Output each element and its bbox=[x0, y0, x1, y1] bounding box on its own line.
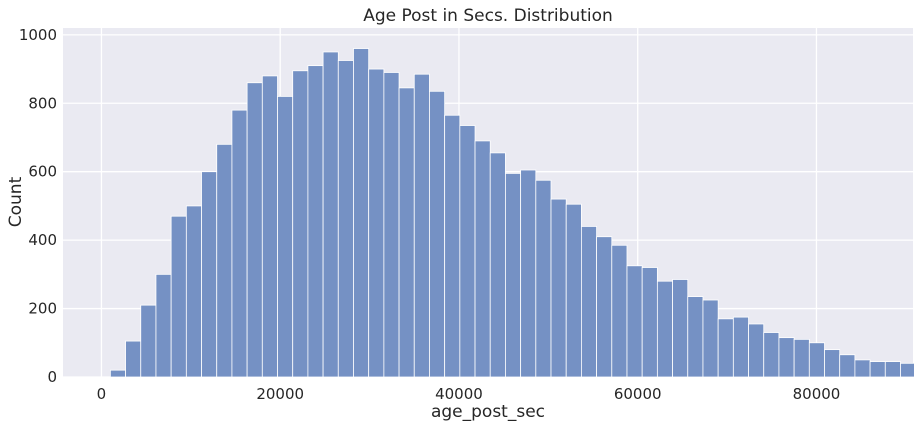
y-tick-label: 0 bbox=[47, 368, 57, 386]
histogram-bar bbox=[793, 338, 810, 378]
histogram-bar bbox=[246, 82, 263, 378]
histogram-bar bbox=[201, 171, 218, 378]
histogram-bar bbox=[641, 267, 658, 378]
histogram-bar bbox=[732, 316, 749, 378]
y-axis-label: Count bbox=[6, 176, 26, 227]
histogram-bar bbox=[778, 337, 795, 378]
histogram-bar bbox=[596, 236, 613, 378]
histogram-bar bbox=[626, 265, 643, 378]
histogram-bar bbox=[550, 198, 567, 378]
histogram-bar bbox=[125, 340, 142, 378]
x-tick-label: 60000 bbox=[614, 385, 662, 403]
histogram-bar bbox=[413, 73, 430, 378]
histogram-bar bbox=[854, 359, 871, 378]
histogram-bar bbox=[520, 169, 537, 378]
histogram-bar bbox=[109, 369, 126, 378]
histogram-bar bbox=[505, 173, 522, 378]
histogram-bar bbox=[383, 72, 400, 378]
x-axis-label: age_post_sec bbox=[431, 402, 545, 422]
histogram-bar bbox=[748, 323, 765, 378]
histogram-bar bbox=[839, 354, 856, 378]
histogram-bar bbox=[277, 96, 294, 378]
histogram-bar bbox=[307, 65, 324, 378]
histogram-bar bbox=[337, 60, 354, 378]
y-tick-label: 600 bbox=[28, 163, 57, 181]
chart-title: Age Post in Secs. Distribution bbox=[363, 6, 613, 26]
histogram-bar bbox=[140, 304, 157, 378]
histogram-bar bbox=[155, 273, 172, 378]
histogram-bar bbox=[170, 215, 187, 378]
histogram-bar bbox=[535, 179, 552, 378]
histogram-bar bbox=[216, 143, 233, 378]
histogram-bar bbox=[231, 109, 248, 378]
histogram-bar bbox=[565, 203, 582, 378]
histogram-bar bbox=[869, 361, 886, 378]
histogram-bar bbox=[763, 332, 780, 378]
histogram-bar bbox=[581, 226, 597, 378]
x-tick-label: 0 bbox=[97, 385, 107, 403]
x-tick-label: 80000 bbox=[793, 385, 841, 403]
y-tick-label: 800 bbox=[28, 94, 57, 112]
histogram-bar bbox=[717, 318, 734, 378]
y-tick-label: 400 bbox=[28, 231, 57, 249]
x-tick-label: 40000 bbox=[435, 385, 483, 403]
tick-labels: 0 20000 40000 60000 80000 0 200 400 600 800 1000 bbox=[19, 26, 841, 403]
histogram-bar bbox=[444, 114, 461, 378]
histogram-bar bbox=[261, 75, 278, 378]
histogram-bar bbox=[611, 244, 628, 378]
histogram-bar bbox=[368, 68, 385, 378]
x-tick-label: 20000 bbox=[256, 385, 304, 403]
histogram-bar bbox=[459, 125, 476, 378]
histogram-bar bbox=[900, 362, 914, 378]
histogram-bar bbox=[884, 361, 901, 378]
y-tick-label: 1000 bbox=[19, 26, 57, 44]
histogram-bar bbox=[672, 279, 689, 378]
bars bbox=[109, 48, 914, 378]
histogram-bar bbox=[702, 299, 719, 378]
histogram-bar bbox=[489, 152, 506, 378]
histogram-bar bbox=[353, 48, 370, 378]
histogram-bar bbox=[474, 140, 491, 378]
histogram-bar bbox=[656, 280, 673, 378]
y-tick-label: 200 bbox=[28, 300, 57, 318]
histogram-bar bbox=[687, 296, 704, 378]
histogram-bar bbox=[185, 205, 202, 378]
histogram-bar bbox=[429, 90, 446, 378]
histogram-bar bbox=[824, 349, 841, 378]
histogram-bar bbox=[292, 70, 309, 378]
histogram-bar bbox=[398, 87, 415, 378]
histogram-bar bbox=[808, 342, 825, 378]
histogram-bar bbox=[322, 51, 339, 378]
